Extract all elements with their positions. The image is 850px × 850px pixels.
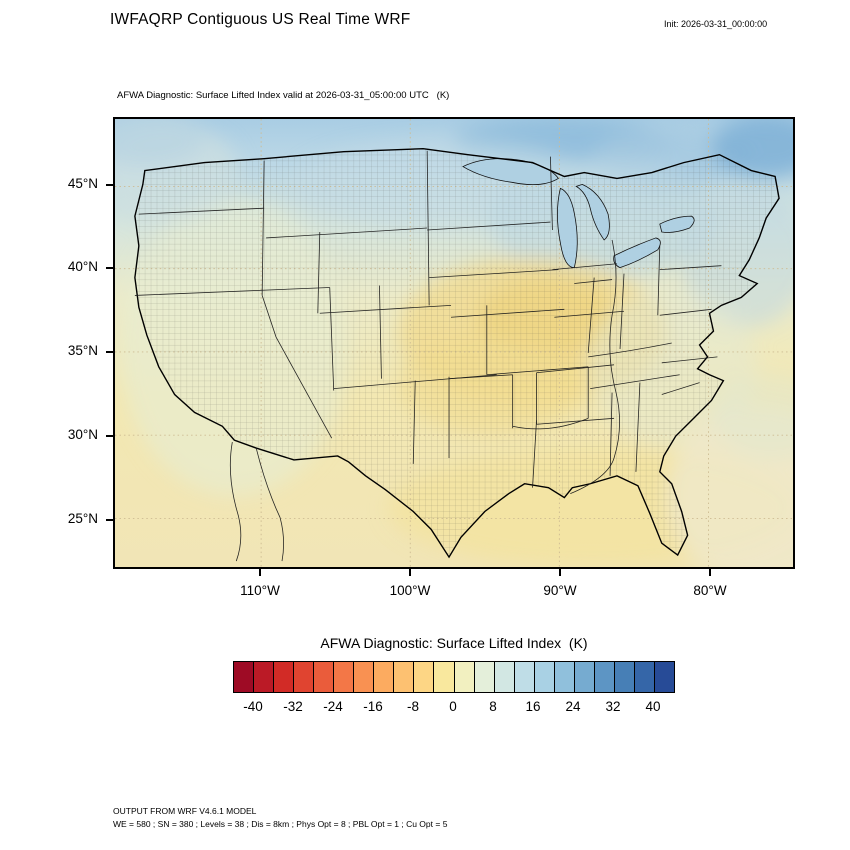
lat-label: 35°N: [67, 343, 98, 358]
colorbar-cell: [434, 662, 455, 692]
lat-tick: [106, 267, 113, 269]
colorbar-cell: [594, 662, 615, 692]
lat-axis: 45°N 40°N 35°N 30°N 25°N: [32, 117, 98, 569]
colorbar-cell: [234, 662, 255, 692]
colorbar-tick-label: 0: [449, 699, 457, 714]
lon-label: 100°W: [389, 583, 431, 598]
lon-tick: [259, 569, 261, 576]
lat-tick: [106, 351, 113, 353]
colorbar-cell: [574, 662, 595, 692]
colorbar-tick-label: -16: [363, 699, 383, 714]
colorbar-cell: [334, 662, 355, 692]
lat-label: 30°N: [67, 427, 98, 442]
lat-tick: [106, 519, 113, 521]
colorbar-cell: [414, 662, 435, 692]
lat-label: 25°N: [67, 511, 98, 526]
lon-tick: [559, 569, 561, 576]
colorbar-tick-label: -24: [323, 699, 343, 714]
colorbar-cell: [534, 662, 555, 692]
us-coast-and-national-border: [134, 148, 780, 559]
great-lakes: [462, 158, 695, 269]
colorbar-cell: [274, 662, 295, 692]
colorbar: [233, 661, 675, 693]
colorbar-tick-label: -8: [406, 699, 419, 714]
footer-line1: OUTPUT FROM WRF V4.6.1 MODEL: [113, 806, 257, 816]
colorbar-tick-label: 24: [565, 699, 581, 714]
map-frame: [113, 117, 795, 569]
colorbar-tick-label: 16: [525, 699, 541, 714]
footer-note: OUTPUT FROM WRF V4.6.1 MODEL WE = 580 ; …: [113, 805, 447, 831]
lon-tick: [709, 569, 711, 576]
colorbar-cell: [354, 662, 375, 692]
colorbar-cell: [394, 662, 415, 692]
colorbar-cell: [374, 662, 395, 692]
lat-label: 45°N: [67, 176, 98, 191]
init-timestamp: Init: 2026-03-31_00:00:00: [664, 19, 768, 29]
colorbar-cell: [254, 662, 275, 692]
colorbar-tick-label: 32: [605, 699, 621, 714]
lat-label: 40°N: [67, 259, 98, 274]
lon-label: 80°W: [693, 583, 727, 598]
colorbar-cell: [614, 662, 635, 692]
colorbar-tick-label: -32: [283, 699, 303, 714]
page-title: IWFAQRP Contiguous US Real Time WRF: [110, 11, 411, 28]
lat-tick: [106, 435, 113, 437]
colorbar-title: AFWA Diagnostic: Surface Lifted Index (K…: [320, 635, 588, 651]
colorbar-cell: [634, 662, 655, 692]
colorbar-tick-label: -40: [243, 699, 263, 714]
lon-label: 110°W: [240, 583, 280, 598]
map-subtitle: AFWA Diagnostic: Surface Lifted Index va…: [117, 90, 450, 101]
lat-tick: [106, 184, 113, 186]
colorbar-cell: [514, 662, 535, 692]
colorbar-cell: [474, 662, 495, 692]
colorbar-cell: [454, 662, 475, 692]
colorbar-cell: [554, 662, 575, 692]
footer-line2: WE = 580 ; SN = 380 ; Levels = 38 ; Dis …: [113, 819, 448, 830]
colorbar-cell: [654, 662, 675, 692]
colorbar-cell: [494, 662, 515, 692]
colorbar-cell: [294, 662, 315, 692]
colorbar-cell: [314, 662, 335, 692]
lon-tick: [409, 569, 411, 576]
lon-label: 90°W: [543, 583, 577, 598]
conus-map-svg: [115, 119, 793, 567]
lon-axis: 110°W 100°W 90°W 80°W: [113, 583, 795, 603]
colorbar-tick-label: 8: [489, 699, 497, 714]
colorbar-tick-label: 40: [645, 699, 661, 714]
state-borders: [134, 150, 722, 562]
colorbar-tick-labels: -40 -32 -24 -16 -8 0 8 16 24 32 40: [233, 699, 673, 717]
